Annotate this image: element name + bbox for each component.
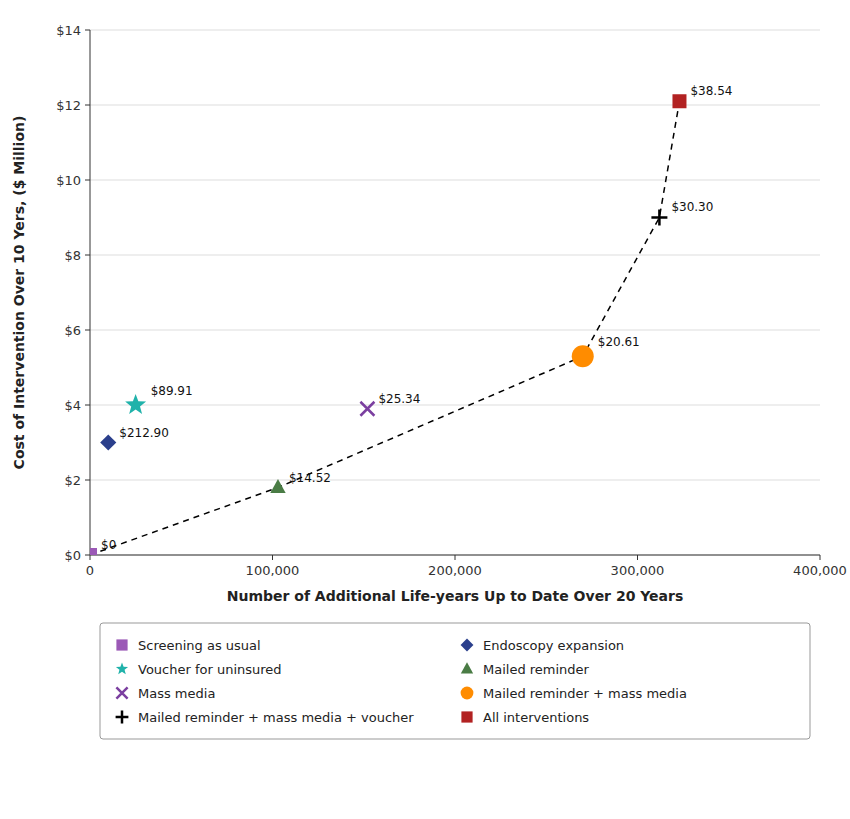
y-axis-line: [90, 30, 91, 555]
y-tick-label: $6: [64, 323, 81, 338]
annotation: $0: [101, 538, 116, 552]
annotations: $0 $212.90 $89.91 $14.52 $25.34 $20.61 $30.30 $…: [101, 84, 732, 552]
y-tick: [85, 105, 90, 106]
axes: 0 100,000 200,000 300,000 400,000 $0 $2 $4 $6 $8 $…: [56, 23, 847, 579]
annotation: $14.52: [289, 471, 331, 485]
y-tick: [85, 405, 90, 406]
annotation: $89.91: [151, 384, 193, 398]
legend-label: Mailed reminder: [483, 662, 590, 677]
x-tick: [455, 555, 456, 560]
x-tick-label: 100,000: [246, 563, 300, 578]
y-tick-label: $12: [56, 98, 81, 113]
x-tick: [272, 555, 273, 560]
legend-marker: [116, 687, 127, 698]
point: [125, 394, 146, 414]
chart: 0 100,000 200,000 300,000 400,000 $0 $2 $4 $6 $8 $…: [0, 0, 850, 819]
y-tick: [85, 180, 90, 181]
y-tick-label: $14: [56, 23, 81, 38]
annotation: $38.54: [690, 84, 732, 98]
legend-marker: [116, 663, 128, 675]
point: [651, 210, 667, 226]
point: [360, 402, 374, 416]
grid-line: [90, 180, 820, 181]
y-tick-label: $2: [64, 473, 81, 488]
x-tick-label: 400,000: [793, 563, 847, 578]
y-tick: [85, 555, 90, 556]
x-tick-label: 0: [86, 563, 94, 578]
grid-line: [90, 255, 820, 256]
x-tick-label: 300,000: [611, 563, 665, 578]
legend-marker: [116, 639, 127, 650]
grid: [90, 30, 820, 555]
legend-box: [100, 623, 810, 739]
legend-label: All interventions: [483, 710, 589, 725]
annotation: $212.90: [119, 426, 169, 440]
legend-marker: [461, 687, 474, 700]
point: [672, 94, 686, 108]
point: [90, 548, 97, 555]
y-tick-label: $10: [56, 173, 81, 188]
y-tick-label: $0: [64, 548, 81, 563]
legend-label: Mass media: [138, 686, 215, 701]
annotation: $20.61: [598, 335, 640, 349]
grid-line: [90, 405, 820, 406]
grid-line: [90, 330, 820, 331]
legend-marker: [461, 711, 472, 722]
grid-line: [90, 30, 820, 31]
y-tick: [85, 30, 90, 31]
x-tick: [637, 555, 638, 560]
legend-label: Endoscopy expansion: [483, 638, 624, 653]
legend: Screening as usual Endoscopy expansion Vou…: [100, 623, 810, 739]
y-tick-label: $8: [64, 248, 81, 263]
legend-label: Mailed reminder + mass media + voucher: [138, 710, 414, 725]
point: [572, 345, 594, 367]
x-tick-label: 200,000: [428, 563, 482, 578]
y-tick: [85, 480, 90, 481]
frontier-line: [90, 101, 679, 555]
y-tick: [85, 255, 90, 256]
legend-label: Screening as usual: [138, 638, 261, 653]
annotation: $25.34: [378, 392, 420, 406]
legend-label: Voucher for uninsured: [138, 662, 282, 677]
point: [270, 479, 285, 493]
y-axis-label: Cost of Intervention Over 10 Yers, ($ Mi…: [11, 116, 27, 470]
legend-label: Mailed reminder + mass media: [483, 686, 687, 701]
y-tick-label: $4: [64, 398, 81, 413]
plot-area: [90, 94, 686, 555]
legend-marker: [116, 711, 129, 724]
grid-line: [90, 480, 820, 481]
legend-marker: [461, 639, 474, 652]
x-axis-label: Number of Additional Life-years Up to Da…: [227, 588, 684, 604]
x-tick: [90, 555, 91, 560]
legend-marker: [461, 662, 473, 673]
point: [100, 434, 116, 450]
grid-line: [90, 105, 820, 106]
x-tick: [820, 555, 821, 560]
y-tick: [85, 330, 90, 331]
annotation: $30.30: [671, 200, 713, 214]
